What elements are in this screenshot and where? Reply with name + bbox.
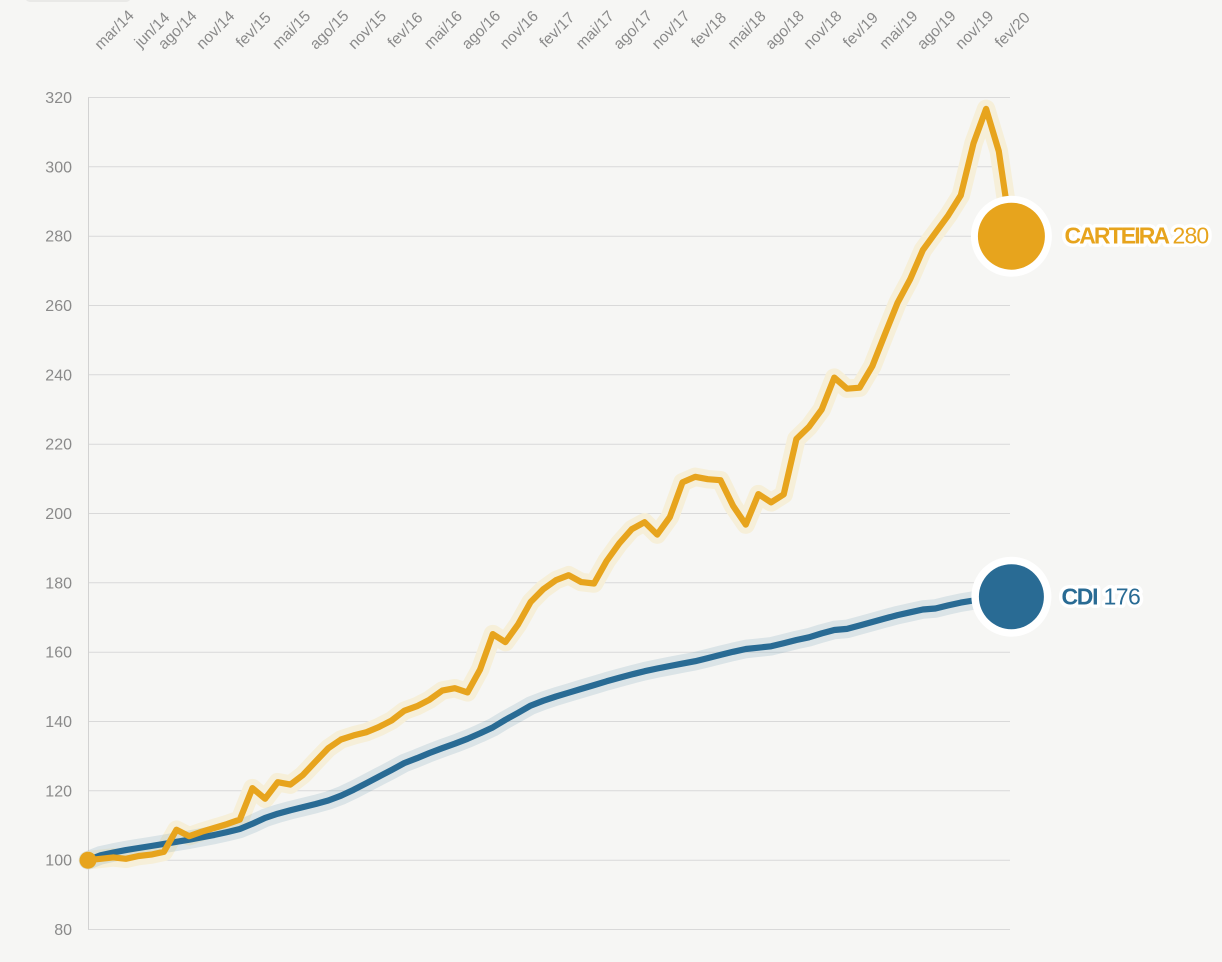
- svg-text:CARTEIRA: CARTEIRA: [1065, 223, 1170, 249]
- svg-text:200: 200: [45, 506, 72, 523]
- svg-text:300: 300: [45, 159, 72, 176]
- svg-text:160: 160: [45, 645, 72, 662]
- svg-text:220: 220: [45, 437, 72, 454]
- svg-text:140: 140: [45, 714, 72, 731]
- svg-text:180: 180: [45, 575, 72, 592]
- svg-text:240: 240: [45, 367, 72, 384]
- svg-text:280: 280: [1173, 223, 1209, 249]
- svg-text:176: 176: [1104, 584, 1141, 610]
- svg-text:80: 80: [54, 922, 72, 939]
- svg-text:176: 176: [1104, 584, 1141, 610]
- svg-text:CARTEIRA: CARTEIRA: [1065, 223, 1170, 249]
- svg-text:280: 280: [45, 229, 72, 246]
- svg-text:CDI: CDI: [1062, 584, 1098, 610]
- svg-text:320: 320: [45, 90, 72, 107]
- svg-text:260: 260: [45, 298, 72, 315]
- svg-text:120: 120: [45, 783, 72, 800]
- svg-text:280: 280: [1173, 223, 1209, 249]
- svg-text:100: 100: [45, 853, 72, 870]
- svg-text:CDI: CDI: [1062, 584, 1098, 610]
